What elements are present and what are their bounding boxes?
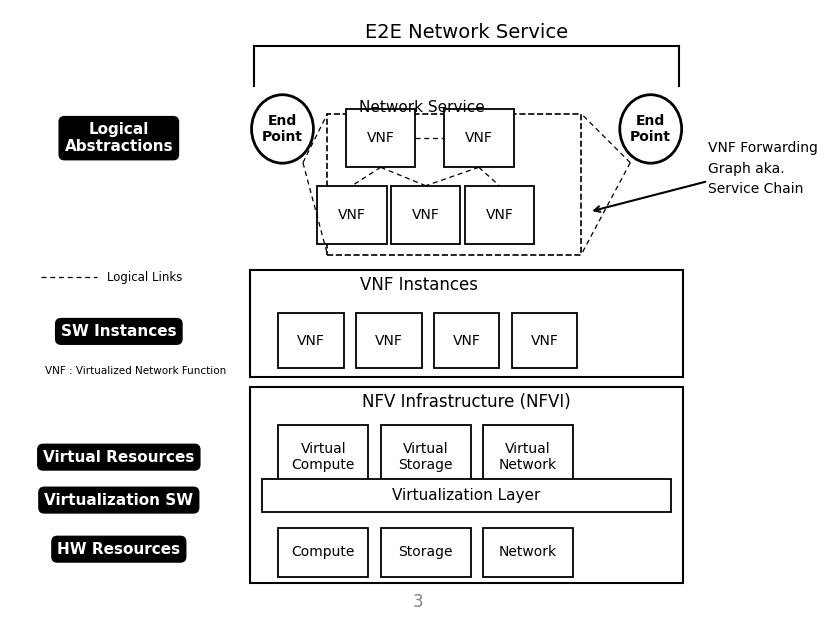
- Text: Virtualization Layer: Virtualization Layer: [392, 488, 541, 503]
- Text: SW Instances: SW Instances: [61, 324, 177, 339]
- Text: 3: 3: [412, 593, 423, 610]
- Bar: [262, 479, 671, 512]
- Text: VNF Instances: VNF Instances: [360, 277, 478, 294]
- Bar: [381, 528, 471, 577]
- Bar: [512, 313, 577, 368]
- Text: VNF: VNF: [453, 334, 480, 347]
- Text: VNF: VNF: [465, 131, 493, 145]
- Ellipse shape: [620, 95, 681, 163]
- Text: Virtual
Network: Virtual Network: [498, 442, 557, 472]
- Text: VNF: VNF: [297, 334, 325, 347]
- Bar: [327, 114, 581, 255]
- Text: VNF: VNF: [530, 334, 559, 347]
- Text: Virtualization SW: Virtualization SW: [44, 493, 194, 508]
- Text: VNF : Virtualized Network Function: VNF : Virtualized Network Function: [44, 366, 225, 376]
- Bar: [464, 186, 534, 244]
- Text: HW Resources: HW Resources: [58, 541, 180, 557]
- Text: NFV Infrastructure (NFVI): NFV Infrastructure (NFVI): [362, 393, 571, 411]
- Text: Virtual
Compute: Virtual Compute: [291, 442, 355, 472]
- Bar: [278, 425, 368, 490]
- Text: Logical Links: Logical Links: [107, 271, 182, 284]
- Bar: [483, 425, 573, 490]
- Bar: [381, 425, 471, 490]
- Text: Network: Network: [498, 545, 557, 559]
- Text: VNF: VNF: [375, 334, 402, 347]
- Text: Logical
Abstractions: Logical Abstractions: [64, 122, 173, 155]
- Text: VNF: VNF: [367, 131, 395, 145]
- Bar: [278, 528, 368, 577]
- Text: VNF: VNF: [485, 208, 514, 222]
- Bar: [357, 313, 422, 368]
- Bar: [434, 313, 499, 368]
- Text: Network Service: Network Service: [359, 100, 484, 115]
- Bar: [346, 109, 416, 167]
- Text: Storage: Storage: [398, 545, 453, 559]
- Text: Compute: Compute: [291, 545, 355, 559]
- Bar: [483, 528, 573, 577]
- Bar: [250, 270, 683, 377]
- Text: Virtual
Storage: Virtual Storage: [398, 442, 453, 472]
- Ellipse shape: [251, 95, 313, 163]
- Text: E2E Network Service: E2E Network Service: [365, 23, 568, 41]
- Bar: [391, 186, 460, 244]
- Text: VNF: VNF: [338, 208, 366, 222]
- Bar: [250, 387, 683, 583]
- Text: VNF Forwarding
Graph aka.
Service Chain: VNF Forwarding Graph aka. Service Chain: [708, 141, 817, 197]
- Text: End
Point: End Point: [630, 114, 671, 144]
- Text: VNF: VNF: [412, 208, 439, 222]
- Text: End
Point: End Point: [262, 114, 303, 144]
- Bar: [317, 186, 387, 244]
- Text: Virtual Resources: Virtual Resources: [43, 449, 195, 464]
- Bar: [278, 313, 344, 368]
- Bar: [444, 109, 514, 167]
